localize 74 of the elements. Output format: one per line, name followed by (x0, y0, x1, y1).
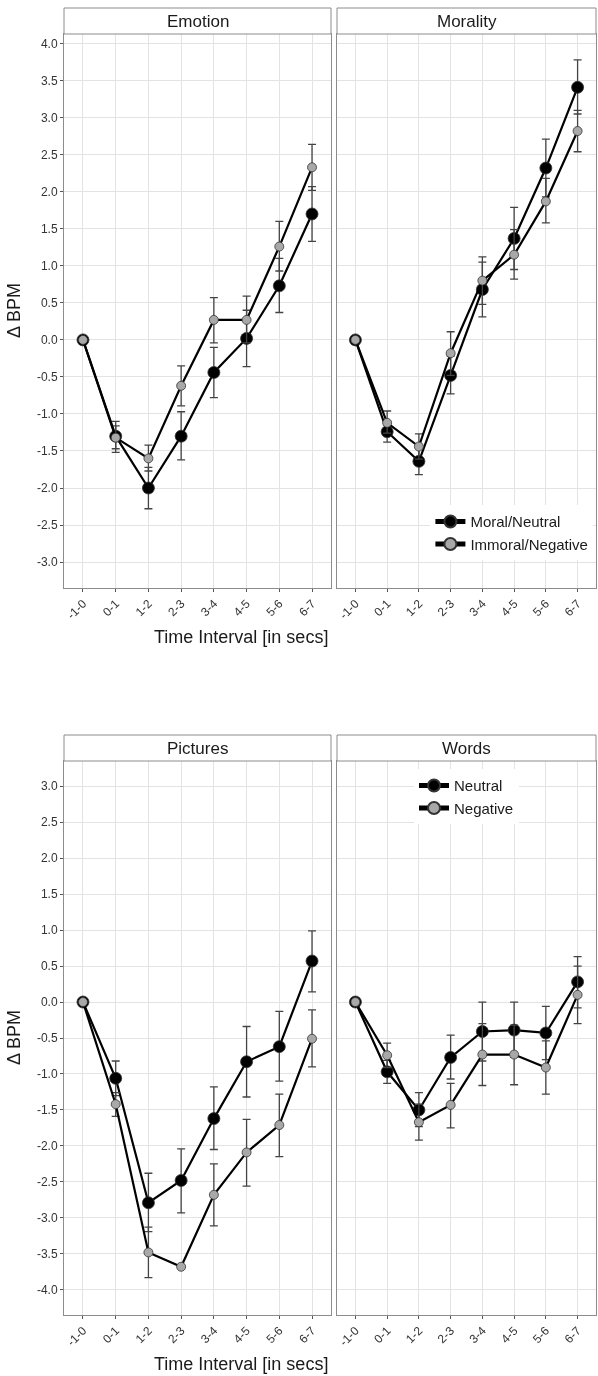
y-tick-label: -3.0 (36, 555, 58, 570)
y-axis-title: Δ BPM (4, 1009, 24, 1065)
legend-label: Neutral (454, 777, 503, 795)
y-tick-label: 0.5 (40, 296, 58, 311)
x-tick-label: 6-7 (296, 1323, 319, 1347)
chart-title: Words (442, 739, 491, 758)
y-tick-label: 3.0 (40, 110, 58, 125)
x-tick-label: -1-0 (64, 1323, 90, 1349)
x-tick-label: 4-5 (230, 596, 254, 620)
x-axis-title: Time Interval [in secs] (154, 1354, 329, 1374)
x-tick-label: 3-4 (198, 596, 221, 620)
x-tick-label: 2-3 (165, 596, 188, 620)
legend-label: Immoral/Negative (470, 535, 588, 553)
y-tick-label: -1.0 (36, 1067, 58, 1082)
y-tick-label: -3.0 (36, 1211, 58, 1226)
x-tick-label: 0-1 (99, 596, 123, 620)
x-tick-label: 1-2 (132, 596, 156, 620)
x-tick-label: 5-6 (263, 1323, 286, 1347)
x-tick-label: -1-0 (336, 1323, 362, 1349)
x-tick-label: -1-0 (336, 596, 362, 622)
y-tick-label: -0.5 (36, 1031, 58, 1046)
y-tick-label: 1.0 (40, 923, 58, 938)
x-tick-label: 1-2 (403, 596, 426, 620)
y-tick-label: -3.5 (36, 1247, 58, 1262)
legend-label: Moral/Neutral (470, 513, 561, 531)
y-tick-label: 1.5 (40, 887, 58, 902)
x-tick-label: 4-5 (498, 596, 521, 620)
y-tick-label: -2.0 (36, 481, 58, 496)
y-tick-label: 3.5 (40, 73, 58, 88)
y-tick-label: -2.0 (36, 1139, 58, 1154)
x-tick-label: 2-3 (165, 1323, 188, 1347)
y-tick-label: 0.0 (40, 333, 58, 348)
x-tick-label: 5-6 (263, 596, 286, 620)
y-tick-label: 0.0 (40, 995, 58, 1010)
y-tick-label: -4.0 (36, 1283, 58, 1298)
x-tick-label: 3-4 (466, 1323, 489, 1347)
y-tick-label: 4.0 (40, 36, 58, 51)
y-tick-label: -1.5 (36, 444, 58, 459)
y-tick-label: -1.0 (36, 407, 58, 422)
x-tick-label: 6-7 (561, 1323, 585, 1347)
chart-title: Pictures (167, 739, 229, 758)
y-tick-label: 2.5 (40, 147, 58, 162)
chart-title: Emotion (167, 12, 230, 31)
y-tick-label: 2.0 (40, 184, 58, 199)
x-tick-label: 0-1 (371, 596, 394, 620)
y-axis-title: Δ BPM (4, 282, 24, 338)
x-tick-label: 5-6 (530, 1323, 553, 1347)
x-axis-title: Time Interval [in secs] (154, 627, 329, 647)
x-tick-label: 0-1 (371, 1323, 394, 1347)
x-tick-label: 6-7 (561, 596, 585, 620)
y-tick-label: -2.5 (36, 518, 58, 533)
x-tick-label: 3-4 (198, 1323, 221, 1347)
x-tick-label: 0-1 (99, 1323, 123, 1347)
x-tick-label: 3-4 (466, 596, 489, 620)
x-tick-label: -1-0 (64, 596, 90, 622)
legend-label: Negative (454, 799, 514, 817)
y-tick-label: 2.0 (40, 851, 58, 866)
y-tick-label: 3.0 (40, 779, 58, 794)
y-tick-label: -2.5 (36, 1175, 58, 1190)
y-tick-label: 1.5 (40, 221, 58, 236)
x-tick-label: 1-2 (403, 1323, 426, 1347)
x-tick-label: 4-5 (230, 1323, 254, 1347)
x-tick-label: 4-5 (498, 1323, 521, 1347)
x-tick-label: 2-3 (434, 1323, 458, 1347)
y-tick-label: -1.5 (36, 1103, 58, 1118)
y-tick-label: 2.5 (40, 815, 58, 830)
y-tick-label: 0.5 (40, 959, 58, 974)
x-tick-label: 6-7 (296, 596, 319, 620)
chart-title: Morality (437, 12, 498, 31)
y-tick-label: -0.5 (36, 370, 58, 385)
x-tick-label: 2-3 (434, 596, 458, 620)
x-tick-label: 1-2 (132, 1323, 156, 1347)
x-tick-label: 5-6 (530, 596, 553, 620)
y-tick-label: 1.0 (40, 259, 58, 274)
